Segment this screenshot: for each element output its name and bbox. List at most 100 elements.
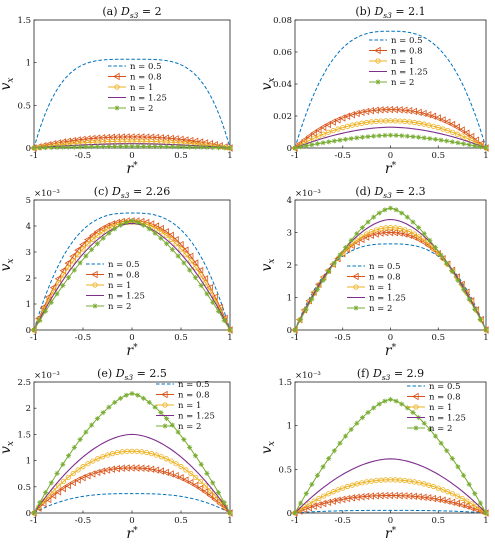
x-tick-label: -1 <box>291 151 299 161</box>
y-tick-label: 0 <box>287 144 292 154</box>
x-axis-label: r* <box>126 161 138 177</box>
legend-entry: n = 0.5 <box>429 382 461 392</box>
series-line-n1.25 <box>33 433 231 514</box>
x-tick-label: -1 <box>291 333 299 343</box>
x-tick-label: 0 <box>129 516 134 526</box>
x-axis-label: r* <box>126 343 138 359</box>
y-tick-label: 0.02 <box>273 112 292 122</box>
panel-title: (c) Ds3 = 2.26 <box>94 185 170 200</box>
x-tick-label: -1 <box>30 516 38 526</box>
y-tick-label: 0 <box>287 509 292 519</box>
x-tick-label: 1 <box>483 151 488 161</box>
y-axis-label: vx <box>0 78 16 91</box>
x-tick-label: -1 <box>30 151 38 161</box>
y-tick-label: 0 <box>26 144 31 154</box>
x-tick-label: 0.5 <box>174 516 188 526</box>
legend-entry: n = 0.5 <box>178 380 210 390</box>
legend-entry: n = 0.8 <box>369 273 401 283</box>
x-tick-label: 1 <box>227 333 232 343</box>
panel-d: (d) Ds3 = 2.3 ×10⁻³ -1 -0.5 0 0.5 1 0 1 2 3 4 r* vx n … <box>259 185 489 359</box>
y-tick-label: 3 <box>26 248 31 258</box>
x-axis-label: r* <box>126 526 138 542</box>
legend-entry: n = 1.25 <box>369 294 406 304</box>
panel-title: (a) Ds3 = 2 <box>102 5 161 20</box>
panel-a: (a) Ds3 = 2 -1 -0.5 0 0.5 1 0 0.5 1 1.5 r* vx n = 0.… <box>0 5 233 177</box>
y-tick-label: 1 <box>26 457 31 467</box>
x-tick-label: 0 <box>129 151 134 161</box>
x-tick-label: -0.5 <box>335 151 351 161</box>
y-exponent-label: ×10⁻³ <box>295 189 321 199</box>
series-line-n2 <box>31 218 233 333</box>
series-line-n0.5 <box>33 58 231 149</box>
legend-entry: n = 1.25 <box>108 292 145 302</box>
x-tick-label: -0.5 <box>335 333 351 343</box>
y-tick-label: 0.5 <box>278 465 292 475</box>
y-axis-label: vx <box>0 259 16 272</box>
legend: n = 0.5n = 0.8n = 1n = 1.25n = 2 <box>108 62 167 114</box>
legend-entry: n = 2 <box>391 78 414 88</box>
series-line-n0.5 <box>33 493 231 514</box>
x-tick-label: -0.5 <box>75 516 91 526</box>
series-line-n1 <box>292 477 489 516</box>
y-tick-label: 1.5 <box>17 430 31 440</box>
legend-entry: n = 1 <box>178 401 201 411</box>
series-line-n1 <box>31 448 233 516</box>
y-tick-label: 2 <box>26 404 31 414</box>
y-tick-label: 0.04 <box>273 80 292 90</box>
legend-entry: n = 0.8 <box>108 271 140 281</box>
y-tick-label: 0.06 <box>273 48 292 58</box>
x-tick-label: -0.5 <box>75 333 91 343</box>
y-axis-label: vx <box>0 441 16 454</box>
legend: n = 0.5n = 0.8n = 1n = 1.25n = 2 <box>156 380 215 432</box>
y-axis-label: vx <box>259 259 277 272</box>
legend-entry: n = 0.5 <box>108 260 140 270</box>
x-tick-label: 0 <box>388 151 393 161</box>
series-line-n2 <box>31 143 233 151</box>
legend-entry: n = 0.8 <box>391 47 423 57</box>
panel-title: (d) Ds3 = 2.3 <box>355 185 425 200</box>
x-tick-label: 0.5 <box>174 151 188 161</box>
y-tick-label: 0 <box>26 326 31 336</box>
y-exponent-label: ×10⁻³ <box>34 371 60 381</box>
legend-entry: n = 0.5 <box>130 62 162 72</box>
series-line-n0.5 <box>294 509 487 514</box>
legend-entry: n = 0.5 <box>369 262 401 272</box>
legend-entry: n = 0.8 <box>130 73 162 83</box>
legend-entry: n = 2 <box>178 422 201 432</box>
x-tick-label: 0.5 <box>431 516 445 526</box>
y-tick-label: 1 <box>26 59 31 69</box>
legend-entry: n = 1 <box>369 283 392 293</box>
legend-entry: n = 1 <box>391 57 414 67</box>
x-tick-label: 1 <box>227 516 232 526</box>
x-axis-label: r* <box>385 343 397 359</box>
y-tick-label: 2 <box>287 261 292 271</box>
y-tick-label: 1.5 <box>17 16 31 26</box>
panel-e: (e) Ds3 = 2.5 ×10⁻³ -1 -0.5 0 0.5 1 0 0.5 1 1.5 2 2.… <box>0 367 233 542</box>
series-line-n1.25 <box>294 126 487 149</box>
x-axis-label: r* <box>385 526 397 542</box>
y-exponent-label: ×10⁻³ <box>34 189 60 199</box>
x-tick-label: 0.5 <box>431 151 445 161</box>
legend-entry: n = 2 <box>429 424 452 434</box>
legend: n = 0.5n = 0.8n = 1n = 1.25n = 2 <box>86 260 145 312</box>
y-tick-label: 0.08 <box>273 16 292 26</box>
y-tick-label: 1 <box>287 294 292 304</box>
y-tick-label: 2.5 <box>17 378 31 388</box>
y-exponent-label: ×10⁻³ <box>295 371 321 381</box>
series-line-n2 <box>31 391 233 516</box>
y-tick-label: 0 <box>287 326 292 336</box>
series-line-n2 <box>292 132 489 151</box>
y-tick-label: 2 <box>26 274 31 284</box>
legend-entry: n = 2 <box>369 304 392 314</box>
y-axis-label: vx <box>259 78 277 91</box>
y-tick-label: 4 <box>26 222 31 232</box>
panel-f: (f) Ds3 = 2.9 ×10⁻³ -1 -0.5 0 0.5 1 0 0.5 1 1.5 r* v… <box>259 367 489 542</box>
series-line-n1.25 <box>33 222 231 331</box>
y-tick-label: 5 <box>26 196 31 206</box>
series-line-n2 <box>292 396 489 516</box>
x-tick-label: 1 <box>227 151 232 161</box>
legend-entry: n = 1.25 <box>130 94 167 104</box>
y-tick-label: 1 <box>26 300 31 310</box>
legend: n = 0.5n = 0.8n = 1n = 1.25n = 2 <box>369 36 428 88</box>
x-tick-label: 1 <box>483 333 488 343</box>
